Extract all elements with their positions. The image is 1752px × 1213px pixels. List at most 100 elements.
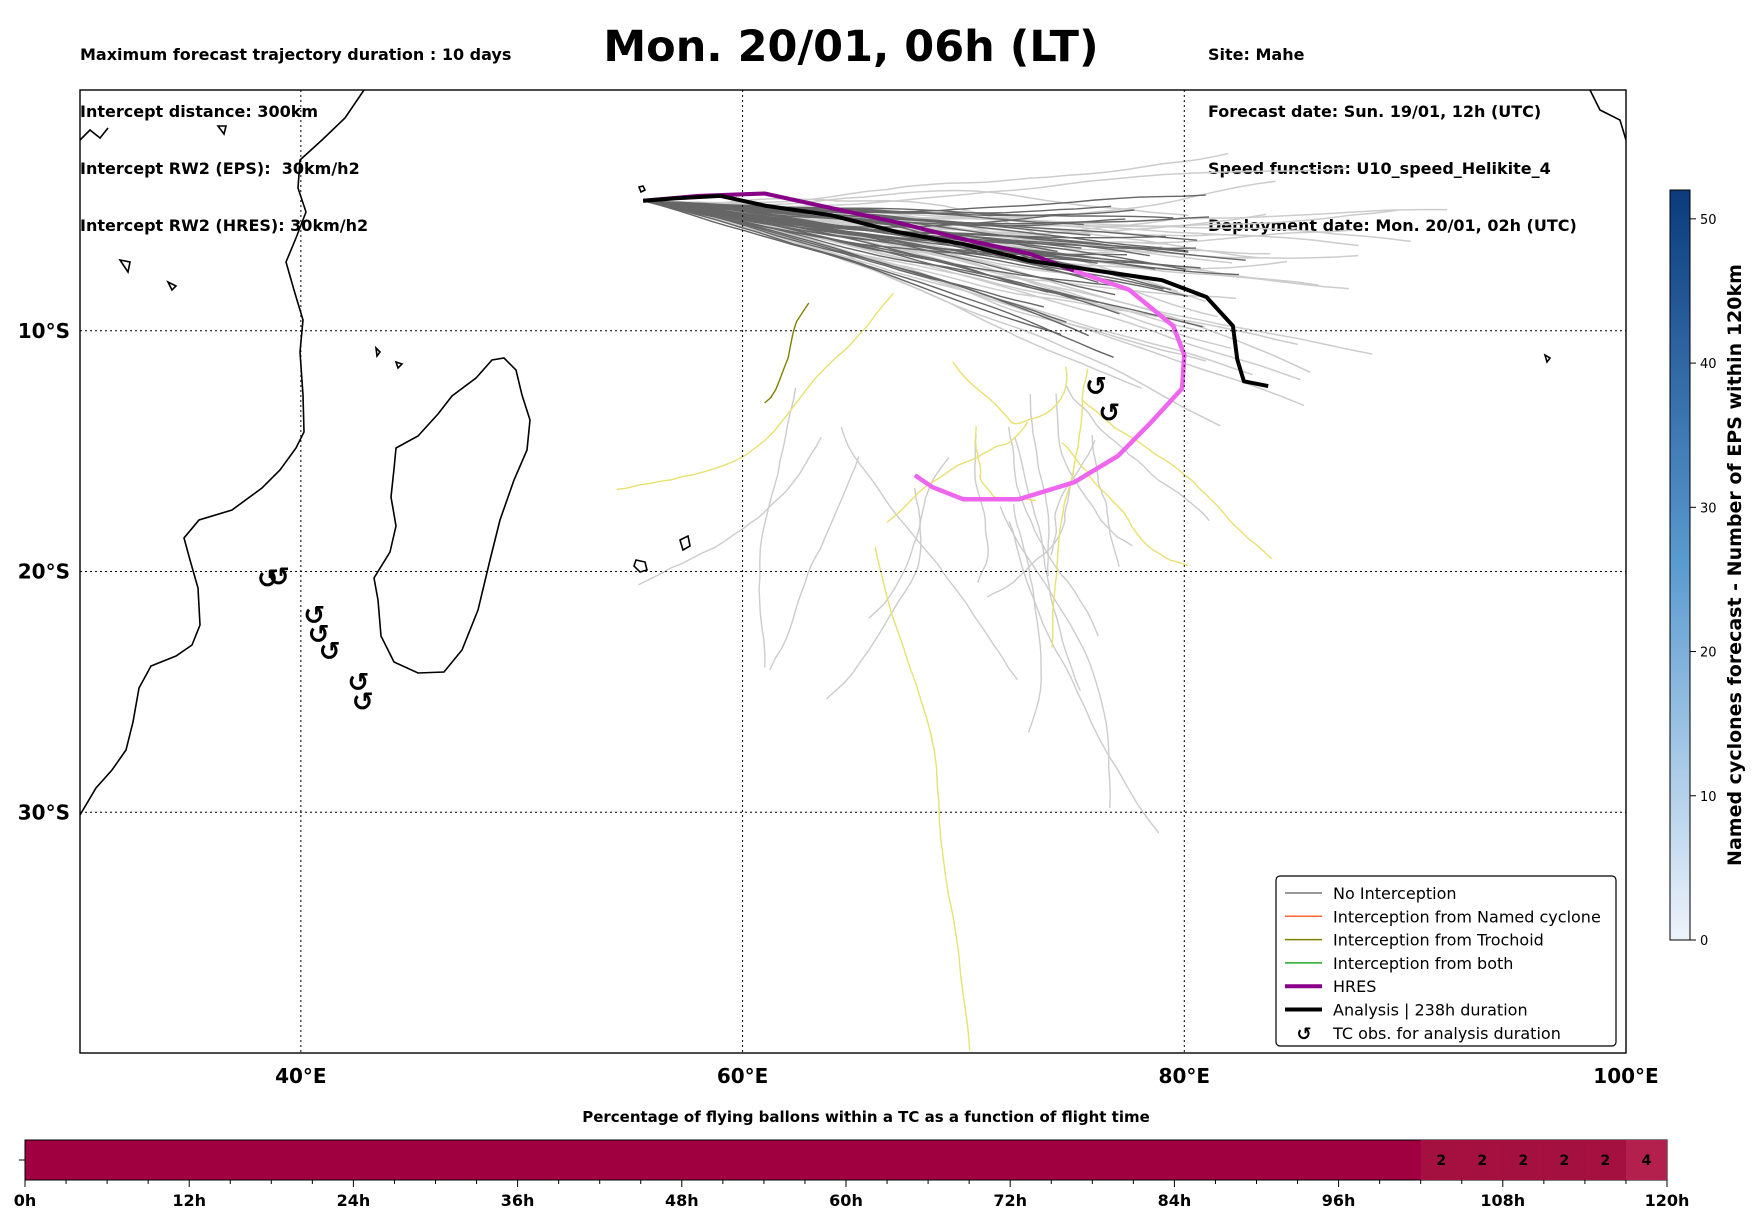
island-comoros xyxy=(374,345,404,370)
legend-label: Interception from both xyxy=(1333,954,1513,973)
page-title: Mon. 20/01, 06h (LT) xyxy=(603,22,1099,72)
hres-track-late xyxy=(913,268,1187,502)
tc-obs-icon: ↺ xyxy=(347,668,369,698)
bottom-bar-tick-label: 108h xyxy=(1480,1191,1525,1210)
ensemble-track xyxy=(1050,440,1096,556)
longitude-labels: 40°E 60°E 80°E 100°E xyxy=(275,1064,1659,1088)
tc-obs-icon: ↺ xyxy=(257,565,279,595)
lat-tick-label: 30°S xyxy=(18,800,70,824)
ensemble-track xyxy=(874,547,971,1051)
legend-label: Analysis | 238h duration xyxy=(1333,1001,1528,1020)
bottom-bar-value: 2 xyxy=(1601,1153,1611,1169)
ensemble-track xyxy=(643,200,1174,219)
lat-tick-label: 10°S xyxy=(18,319,70,343)
header-line: Speed function: U10_speed_Helikite_4 xyxy=(1208,159,1551,178)
ensemble-track xyxy=(974,426,1036,502)
legend-label: Interception from Named cyclone xyxy=(1333,907,1601,926)
legend-label: TC obs. for analysis duration xyxy=(1332,1024,1561,1043)
ensemble-track xyxy=(643,200,1049,293)
colorbar-tick-label: 20 xyxy=(1700,646,1717,661)
ensemble-track xyxy=(769,456,860,671)
tc-obs-icon: ↺ xyxy=(1098,399,1120,429)
ensemble-track xyxy=(643,200,1082,249)
colorbar-tick-label: 30 xyxy=(1700,501,1717,516)
lon-tick-label: 60°E xyxy=(717,1064,769,1088)
header-line: Forecast date: Sun. 19/01, 12h (UTC) xyxy=(1208,102,1542,121)
header-line: Deployment date: Mon. 20/01, 02h (UTC) xyxy=(1208,216,1577,235)
flight-time-bar: Percentage of flying ballons within a TC… xyxy=(14,1108,1690,1210)
tc-obs-icon: ↺ xyxy=(1085,372,1107,402)
bottom-bar-tick-label: 48h xyxy=(665,1191,699,1210)
main-tracks xyxy=(643,191,1269,502)
header-line: Maximum forecast trajectory duration : 1… xyxy=(80,45,512,64)
bottom-bar-value: 2 xyxy=(1477,1153,1487,1169)
bottom-bar-segment xyxy=(1502,1140,1544,1180)
lon-tick-label: 80°E xyxy=(1159,1064,1211,1088)
bottom-bar-tick-label: 120h xyxy=(1645,1191,1690,1210)
ensemble-track xyxy=(758,387,797,668)
bottom-bar-segment xyxy=(1625,1140,1667,1180)
map-frame xyxy=(79,89,1627,1054)
tc-obs-icon: ↺ xyxy=(308,620,330,650)
legend-label: HRES xyxy=(1333,977,1376,996)
ensemble-track xyxy=(643,200,1135,217)
ensemble-track xyxy=(952,361,1068,425)
island-mahe xyxy=(637,185,647,194)
tc-obs-icon: ↺ xyxy=(303,601,325,631)
bottom-bar-segment xyxy=(1543,1140,1585,1180)
legend: No Interception Interception from Named c… xyxy=(1275,875,1617,1047)
island-small xyxy=(118,125,228,292)
island-mauritius xyxy=(633,559,648,573)
colorbar-tick-label: 40 xyxy=(1700,357,1717,372)
bottom-bar-tick-label: 60h xyxy=(829,1191,863,1210)
latitude-labels: 10°S 20°S 30°S xyxy=(18,319,70,825)
header-line: Site: Mahe xyxy=(1208,45,1305,64)
tc-obs-icon: ↺ xyxy=(319,637,341,667)
lon-tick-label: 100°E xyxy=(1593,1064,1658,1088)
bottom-bar-tick-label: 84h xyxy=(1158,1191,1192,1210)
ensemble-track xyxy=(643,200,1067,323)
legend-label: Interception from Trochoid xyxy=(1333,931,1544,950)
ensemble-track xyxy=(999,506,1111,809)
analysis-track xyxy=(643,193,1269,389)
map-area: ↺↺↺↺↺↺↺↺↺ xyxy=(80,90,1626,1051)
bottom-bar-value: 2 xyxy=(1436,1153,1446,1169)
ensemble-track xyxy=(1008,521,1160,834)
bottom-bar-segment xyxy=(1584,1140,1626,1180)
ensemble-track xyxy=(1081,398,1273,560)
ensemble-track xyxy=(1091,435,1120,567)
colorbar-label: Named cyclones forecast - Number of EPS … xyxy=(1724,264,1746,866)
bottom-bar-tick-label: 96h xyxy=(1322,1191,1356,1210)
cyclone-colorbar: 0 10 20 30 40 50 Named cyclones forecast - Nu… xyxy=(1669,189,1746,949)
header-left-info: Maximum forecast trajectory duration : 1… xyxy=(80,7,511,254)
island-reunion xyxy=(679,534,691,552)
ensemble-track xyxy=(1029,393,1050,577)
africa-coastline xyxy=(80,90,365,816)
ensemble-track xyxy=(840,426,1019,681)
bottom-bar-title: Percentage of flying ballons within a TC… xyxy=(582,1108,1150,1126)
colorbar-gradient xyxy=(1669,189,1691,941)
ensemble-track xyxy=(764,302,810,404)
colorbar-tick-label: 10 xyxy=(1700,790,1717,805)
ensemble-track xyxy=(986,472,1075,598)
header-line: Intercept RW2 (HRES): 30km/h2 xyxy=(80,216,369,235)
bottom-bar-value: 4 xyxy=(1642,1153,1652,1169)
legend-box xyxy=(1275,875,1617,1047)
coast-arabia xyxy=(80,90,1626,141)
header-line: Intercept RW2 (EPS): 30km/h2 xyxy=(80,159,360,178)
tc-obs-symbols: ↺↺↺↺↺↺↺↺↺ xyxy=(257,372,1120,717)
ensemble-track xyxy=(616,293,894,491)
ensemble-track xyxy=(643,200,1062,336)
colorbar-tick-label: 0 xyxy=(1700,934,1708,949)
bottom-bar-segment xyxy=(1461,1140,1503,1180)
bottom-bar-tick-label: 0h xyxy=(14,1191,37,1210)
bottom-bar-segment xyxy=(1420,1140,1462,1180)
bottom-bar-tick-label: 24h xyxy=(337,1191,371,1210)
ensemble-track xyxy=(1055,393,1133,547)
bottom-bar-value: 2 xyxy=(1518,1153,1528,1169)
madagascar-coastline xyxy=(373,357,531,674)
legend-symbol-icon: ↺ xyxy=(1296,1024,1311,1045)
ensemble-track xyxy=(974,434,989,583)
ensemble-track xyxy=(886,421,1029,523)
